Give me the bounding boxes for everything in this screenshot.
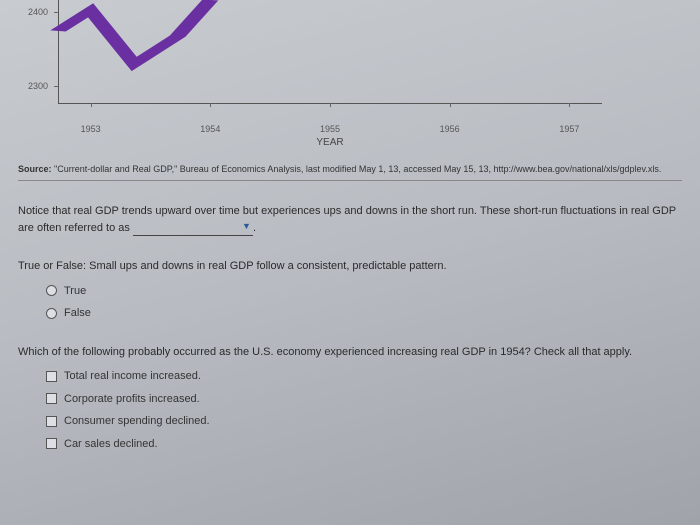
question-true-false: True or False: Small ups and downs in re… — [18, 258, 682, 322]
checkbox-option-profits[interactable]: Corporate profits increased. — [46, 391, 682, 408]
radio-option-true[interactable]: True — [46, 283, 682, 300]
gdp-line — [58, 0, 602, 120]
source-prefix: Source: — [18, 164, 54, 174]
source-citation: Source: "Current-dollar and Real GDP," B… — [18, 164, 682, 181]
x-axis-label: YEAR — [316, 137, 343, 148]
checkbox-label: Corporate profits increased. — [64, 391, 200, 408]
gdp-chart: RE 2400 2300 1953 1954 1955 1956 1957 YE… — [58, 0, 602, 120]
radio-icon — [46, 308, 57, 319]
y-tick-2300: 2300 — [28, 81, 48, 91]
radio-icon — [46, 285, 57, 296]
source-text: "Current-dollar and Real GDP," Bureau of… — [54, 164, 661, 174]
question-check-all: Which of the following probably occurred… — [18, 344, 682, 453]
checkbox-option-spending[interactable]: Consumer spending declined. — [46, 413, 682, 430]
radio-option-false[interactable]: False — [46, 305, 682, 322]
q1-text-after: . — [253, 222, 256, 234]
checkbox-icon — [46, 393, 57, 404]
x-tick-1955: 1955 — [320, 124, 340, 134]
checkbox-icon — [46, 438, 57, 449]
checkbox-icon — [46, 371, 57, 382]
checkbox-label: Consumer spending declined. — [64, 413, 210, 430]
radio-label: True — [64, 283, 86, 300]
caret-down-icon: ▼ — [242, 220, 251, 234]
x-tick-1953: 1953 — [81, 124, 101, 134]
checkbox-option-income[interactable]: Total real income increased. — [46, 368, 682, 385]
checkbox-option-carsales[interactable]: Car sales declined. — [46, 436, 682, 453]
q2-prompt: True or False: Small ups and downs in re… — [18, 258, 682, 275]
x-tick-1954: 1954 — [200, 124, 220, 134]
q3-prompt: Which of the following probably occurred… — [18, 344, 682, 361]
x-tick-1957: 1957 — [559, 124, 579, 134]
q1-text-before: Notice that real GDP trends upward over … — [18, 205, 676, 234]
question-fill-blank: Notice that real GDP trends upward over … — [18, 203, 682, 236]
checkbox-label: Car sales declined. — [64, 436, 158, 453]
y-tick-2400: 2400 — [28, 7, 48, 17]
checkbox-label: Total real income increased. — [64, 368, 201, 385]
checkbox-icon — [46, 416, 57, 427]
radio-label: False — [64, 305, 91, 322]
blank-dropdown[interactable]: ▼ — [133, 235, 253, 236]
x-tick-1956: 1956 — [440, 124, 460, 134]
